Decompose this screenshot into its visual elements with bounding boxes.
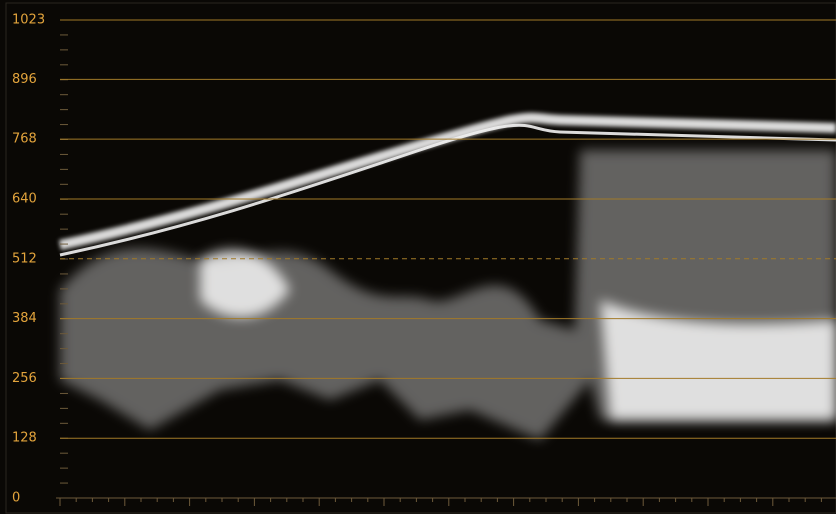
y-axis: 0 128 256 384 512 640 768 896 1023 (12, 13, 836, 506)
y-tick-label: 128 (12, 431, 37, 446)
y-tick-label: 256 (12, 371, 37, 386)
y-tick-label: 896 (12, 72, 37, 87)
y-tick-label: 1023 (12, 13, 45, 28)
y-tick-label: 768 (12, 132, 37, 147)
y-tick-label: 384 (12, 311, 37, 326)
y-tick-label: 0 (12, 491, 20, 506)
waveform-trace (58, 112, 836, 440)
y-tick-label: 512 (12, 251, 37, 266)
frame (5, 2, 836, 514)
y-tick-label: 640 (12, 191, 37, 206)
